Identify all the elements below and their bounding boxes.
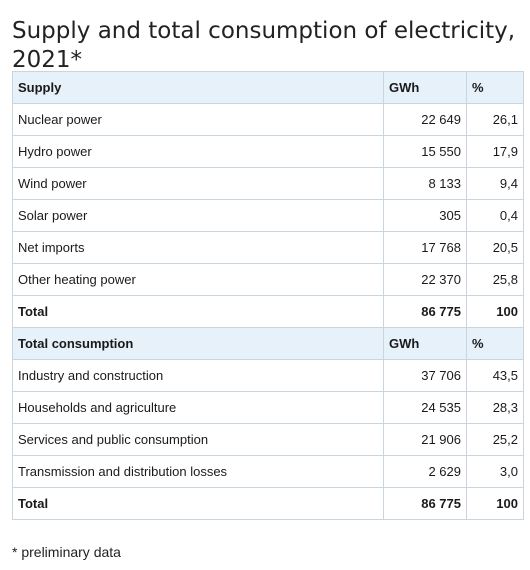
row-gwh: 22 370 bbox=[383, 263, 467, 296]
row-gwh: 22 649 bbox=[383, 103, 467, 136]
row-pct: 0,4 bbox=[466, 199, 524, 232]
row-label: Hydro power bbox=[12, 135, 384, 168]
footnote: * preliminary data bbox=[12, 544, 121, 560]
total-pct: 100 bbox=[466, 295, 524, 328]
supply-header-pct: % bbox=[466, 71, 524, 104]
row-label: Wind power bbox=[12, 167, 384, 200]
consumption-row-households: Households and agriculture 24 535 28,3 bbox=[12, 391, 524, 424]
consumption-header-label: Total consumption bbox=[12, 327, 384, 360]
supply-row-nuclear: Nuclear power 22 649 26,1 bbox=[12, 103, 524, 136]
row-label: Transmission and distribution losses bbox=[12, 455, 384, 488]
supply-row-hydro: Hydro power 15 550 17,9 bbox=[12, 135, 524, 168]
supply-header-label: Supply bbox=[12, 71, 384, 104]
consumption-total-row: Total 86 775 100 bbox=[12, 487, 524, 520]
consumption-header-gwh: GWh bbox=[383, 327, 467, 360]
row-gwh: 2 629 bbox=[383, 455, 467, 488]
row-label: Solar power bbox=[12, 199, 384, 232]
supply-row-net-imports: Net imports 17 768 20,5 bbox=[12, 231, 524, 264]
page-title: Supply and total consumption of electric… bbox=[12, 18, 516, 74]
supply-header-gwh: GWh bbox=[383, 71, 467, 104]
total-label: Total bbox=[12, 487, 384, 520]
supply-header-row: Supply GWh % bbox=[12, 71, 524, 104]
supply-row-solar: Solar power 305 0,4 bbox=[12, 199, 524, 232]
row-pct: 25,8 bbox=[466, 263, 524, 296]
row-gwh: 24 535 bbox=[383, 391, 467, 424]
supply-row-other-heating: Other heating power 22 370 25,8 bbox=[12, 263, 524, 296]
consumption-header-row: Total consumption GWh % bbox=[12, 327, 524, 360]
row-pct: 28,3 bbox=[466, 391, 524, 424]
total-label: Total bbox=[12, 295, 384, 328]
consumption-header-pct: % bbox=[466, 327, 524, 360]
row-label: Households and agriculture bbox=[12, 391, 384, 424]
total-gwh: 86 775 bbox=[383, 487, 467, 520]
total-pct: 100 bbox=[466, 487, 524, 520]
row-label: Nuclear power bbox=[12, 103, 384, 136]
row-gwh: 37 706 bbox=[383, 359, 467, 392]
row-pct: 3,0 bbox=[466, 455, 524, 488]
row-label: Services and public consumption bbox=[12, 423, 384, 456]
consumption-row-services: Services and public consumption 21 906 2… bbox=[12, 423, 524, 456]
row-gwh: 17 768 bbox=[383, 231, 467, 264]
row-pct: 25,2 bbox=[466, 423, 524, 456]
row-pct: 17,9 bbox=[466, 135, 524, 168]
row-label: Industry and construction bbox=[12, 359, 384, 392]
row-label: Other heating power bbox=[12, 263, 384, 296]
row-gwh: 305 bbox=[383, 199, 467, 232]
row-label: Net imports bbox=[12, 231, 384, 264]
row-gwh: 8 133 bbox=[383, 167, 467, 200]
row-gwh: 15 550 bbox=[383, 135, 467, 168]
consumption-row-industry: Industry and construction 37 706 43,5 bbox=[12, 359, 524, 392]
supply-row-wind: Wind power 8 133 9,4 bbox=[12, 167, 524, 200]
row-pct: 26,1 bbox=[466, 103, 524, 136]
consumption-row-losses: Transmission and distribution losses 2 6… bbox=[12, 455, 524, 488]
supply-total-row: Total 86 775 100 bbox=[12, 295, 524, 328]
row-pct: 43,5 bbox=[466, 359, 524, 392]
total-gwh: 86 775 bbox=[383, 295, 467, 328]
row-pct: 9,4 bbox=[466, 167, 524, 200]
row-gwh: 21 906 bbox=[383, 423, 467, 456]
electricity-table: Supply GWh % Nuclear power 22 649 26,1 H… bbox=[12, 71, 524, 520]
row-pct: 20,5 bbox=[466, 231, 524, 264]
